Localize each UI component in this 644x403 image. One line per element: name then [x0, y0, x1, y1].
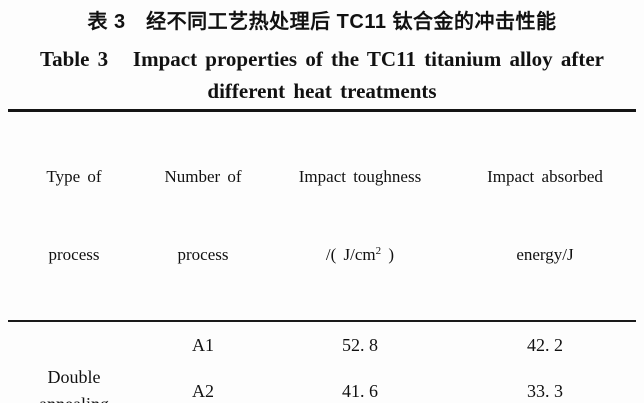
- impact-properties-table: Type of process Number of process Impact…: [8, 109, 636, 403]
- header-line: process: [48, 245, 100, 264]
- process-number-cell: A1: [192, 334, 214, 355]
- unit-superscript: 2: [375, 245, 382, 257]
- header-line: Impact toughness: [298, 167, 422, 186]
- col-header-impact-toughness: Impact toughness /( J/cm2 ): [266, 111, 454, 322]
- toughness-unit: /( J/cm2 ): [266, 242, 454, 268]
- table-caption-english-line1: Table 3 Impact properties of the TC11 ti…: [39, 47, 604, 71]
- header-line: process: [177, 245, 229, 264]
- energy-value-cell: 42. 2: [527, 334, 563, 355]
- table-row: Double annealing A1 52. 8 42. 2: [8, 321, 636, 403]
- header-line: Impact absorbed: [487, 167, 603, 186]
- toughness-value-cell: 41. 6: [342, 380, 378, 401]
- toughness-value-cell: 52. 8: [342, 334, 378, 355]
- col-header-impact-absorbed-energy: Impact absorbed energy/J: [454, 111, 636, 322]
- unit-prefix: /( J/cm: [325, 245, 376, 264]
- header-line: Number of: [164, 167, 242, 186]
- energy-value-cell: 33. 3: [527, 380, 563, 401]
- process-number-cell: A2: [192, 380, 214, 401]
- table-row: A2 41. 6 33. 3: [8, 368, 636, 403]
- group-label: Double annealing: [39, 367, 109, 403]
- col-header-number-of-process: Number of process: [140, 111, 266, 322]
- header-line: Type of: [46, 167, 102, 186]
- table-caption-chinese: 表 3 经不同工艺热处理后 TC11 钛合金的冲击性能: [87, 11, 557, 33]
- process-type-double-annealing: Double annealing: [8, 321, 140, 403]
- unit-suffix: ): [381, 245, 395, 264]
- header-line: energy/J: [516, 245, 574, 264]
- header-row: Type of process Number of process Impact…: [8, 111, 636, 322]
- col-header-type-of-process: Type of process: [8, 111, 140, 322]
- table-caption-english-line2: different heat treatments: [207, 79, 437, 103]
